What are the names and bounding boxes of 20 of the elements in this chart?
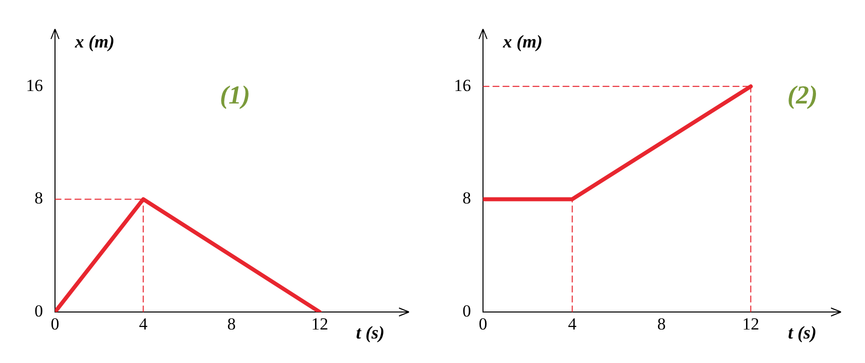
x-tick-label: 8 (227, 314, 236, 334)
y-tick-label: 0 (462, 301, 471, 320)
y-tick-label: 16 (454, 76, 471, 95)
y-axis-title: x (m) (502, 32, 542, 52)
x-tick-label: 4 (568, 314, 577, 334)
x-tick-label: 0 (478, 314, 488, 334)
x-tick-label: 12 (742, 314, 760, 334)
y-axis-title: x (m) (74, 32, 114, 52)
y-tick-label: 8 (34, 188, 43, 208)
x-tick-label: 4 (139, 314, 148, 334)
annotation: (1) (220, 80, 250, 110)
y-tick-label: 0 (34, 301, 43, 320)
annotation: (2) (787, 80, 818, 110)
x-tick-label: 12 (311, 314, 328, 334)
x-axis-title: t (s) (788, 322, 816, 343)
x-axis-title: t (s) (356, 322, 384, 343)
x-tick-label: 0 (50, 314, 60, 334)
y-tick-label: 8 (462, 188, 471, 208)
x-tick-label: 8 (657, 314, 666, 334)
y-tick-label: 16 (26, 76, 43, 95)
